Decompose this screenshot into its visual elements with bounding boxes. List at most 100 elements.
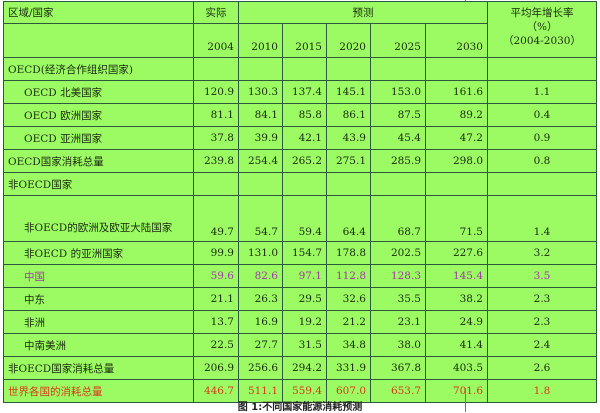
value-cell: 81.1 [193, 103, 239, 127]
growth-cell: 2.3 [487, 287, 597, 311]
value-cell: 130.3 [238, 80, 283, 104]
growth-cell: 2.6 [487, 356, 597, 380]
row-label: 中国 [3, 264, 194, 288]
value-cell [193, 172, 239, 196]
value-cell: 256.6 [238, 356, 283, 380]
row-label: OECD 北美国家 [3, 80, 194, 104]
value-cell: 137.4 [282, 80, 327, 104]
value-cell: 239.8 [193, 149, 239, 173]
row-label: OECD(经济合作组织国家) [3, 57, 194, 81]
year-2010: 2010 [238, 23, 283, 58]
value-cell: 607.0 [326, 379, 371, 403]
growth-cell: 0.9 [487, 126, 597, 150]
value-cell: 275.1 [326, 149, 371, 173]
year-row: 2004 2010 2015 2020 2025 2030 [3, 23, 597, 58]
row-label: 非OECD的欧洲及欧亚大陆国家 [3, 195, 194, 242]
value-cell: 154.7 [282, 241, 327, 265]
value-cell: 120.9 [193, 80, 239, 104]
growth-cell: 2.3 [487, 310, 597, 334]
table-row: 非洲 13.7 16.9 19.2 21.2 23.1 24.9 2.3 [3, 310, 597, 334]
value-cell: 27.7 [238, 333, 283, 357]
row-label: 非OECD国家消耗总量 [3, 356, 194, 380]
value-cell: 23.1 [370, 310, 426, 334]
value-cell: 206.9 [193, 356, 239, 380]
divider [465, 388, 466, 412]
value-cell: 47.2 [425, 126, 488, 150]
value-cell [326, 57, 371, 81]
value-cell [326, 172, 371, 196]
value-cell: 37.8 [193, 126, 239, 150]
value-cell: 97.1 [282, 264, 327, 288]
growth-cell: 1.8 [487, 379, 597, 403]
row-label: OECD 欧洲国家 [3, 103, 194, 127]
value-cell [238, 57, 283, 81]
table-row: OECD 欧洲国家 81.1 84.1 85.8 86.1 87.5 89.2 0.4 [3, 103, 597, 127]
value-cell: 112.8 [326, 264, 371, 288]
value-cell: 99.9 [193, 241, 239, 265]
row-label: 中东 [3, 287, 194, 311]
value-cell: 16.9 [238, 310, 283, 334]
value-cell: 21.1 [193, 287, 239, 311]
value-cell: 178.8 [326, 241, 371, 265]
table-row: 世界各国的消耗总量 446.7 511.1 559.4 607.0 653.7 701.6 1… [3, 379, 597, 403]
growth-cell: 3.5 [487, 264, 597, 288]
value-cell: 153.0 [370, 80, 426, 104]
value-cell: 24.9 [425, 310, 488, 334]
growth-cell: 1.1 [487, 80, 597, 104]
table-row: OECD国家消耗总量 239.8 254.4 265.2 275.1 285.9 298.0… [3, 149, 597, 173]
growth-cell: 3.2 [487, 241, 597, 265]
value-cell: 559.4 [282, 379, 327, 403]
value-cell: 294.2 [282, 356, 327, 380]
value-cell: 161.6 [425, 80, 488, 104]
table-row: OECD(经济合作组织国家) [3, 57, 597, 81]
table-row: 中国 59.6 82.6 97.1 112.8 128.3 145.4 3.5 [3, 264, 597, 288]
value-cell: 86.1 [326, 103, 371, 127]
growth-label: 平均年增长率 [510, 7, 574, 19]
value-cell: 511.1 [238, 379, 283, 403]
year-2025: 2025 [370, 23, 426, 58]
value-cell: 22.5 [193, 333, 239, 357]
growth-cell [487, 172, 597, 196]
value-cell: 298.0 [425, 149, 488, 173]
figure-caption: 图 1:不同国家能源消耗预测 [237, 402, 363, 413]
row-label: 中南美洲 [3, 333, 194, 357]
value-cell: 26.3 [238, 287, 283, 311]
value-cell: 128.3 [370, 264, 426, 288]
growth-cell: 1.4 [487, 195, 597, 242]
table-row: OECD 北美国家 120.9 130.3 137.4 145.1 153.0 161.6 1… [3, 80, 597, 104]
growth-cell [487, 57, 597, 81]
value-cell [282, 172, 327, 196]
table-row: 非OECD 的亚洲国家 99.9 131.0 154.7 178.8 202.5 227.6… [3, 241, 597, 265]
value-cell: 265.2 [282, 149, 327, 173]
value-cell: 202.5 [370, 241, 426, 265]
value-cell [370, 172, 426, 196]
value-cell: 82.6 [238, 264, 283, 288]
value-cell: 71.5 [425, 195, 488, 242]
year-2004: 2004 [193, 23, 239, 58]
value-cell: 59.4 [282, 195, 327, 242]
value-cell [282, 57, 327, 81]
value-cell: 41.4 [425, 333, 488, 357]
value-cell: 42.1 [282, 126, 327, 150]
energy-consumption-table: 区域/国家 实际 预测 平均年增长率 （%） （2004-2030） 2004 … [3, 1, 597, 403]
value-cell: 701.6 [425, 379, 488, 403]
value-cell: 331.9 [326, 356, 371, 380]
value-cell: 34.8 [326, 333, 371, 357]
header-actual: 实际 [193, 1, 239, 24]
value-cell: 84.1 [238, 103, 283, 127]
year-2015: 2015 [282, 23, 327, 58]
table-row: 非OECD国家 [3, 172, 597, 196]
value-cell: 285.9 [370, 149, 426, 173]
year-2030: 2030 [425, 23, 488, 58]
value-cell: 145.4 [425, 264, 488, 288]
value-cell: 43.9 [326, 126, 371, 150]
value-cell [193, 57, 239, 81]
value-cell: 87.5 [370, 103, 426, 127]
value-cell [370, 57, 426, 81]
table-row: OECD 亚洲国家 37.8 39.9 42.1 43.9 45.4 47.2 0.9 [3, 126, 597, 150]
value-cell: 49.7 [193, 195, 239, 242]
value-cell: 85.8 [282, 103, 327, 127]
value-cell: 31.5 [282, 333, 327, 357]
value-cell [238, 172, 283, 196]
value-cell: 32.6 [326, 287, 371, 311]
